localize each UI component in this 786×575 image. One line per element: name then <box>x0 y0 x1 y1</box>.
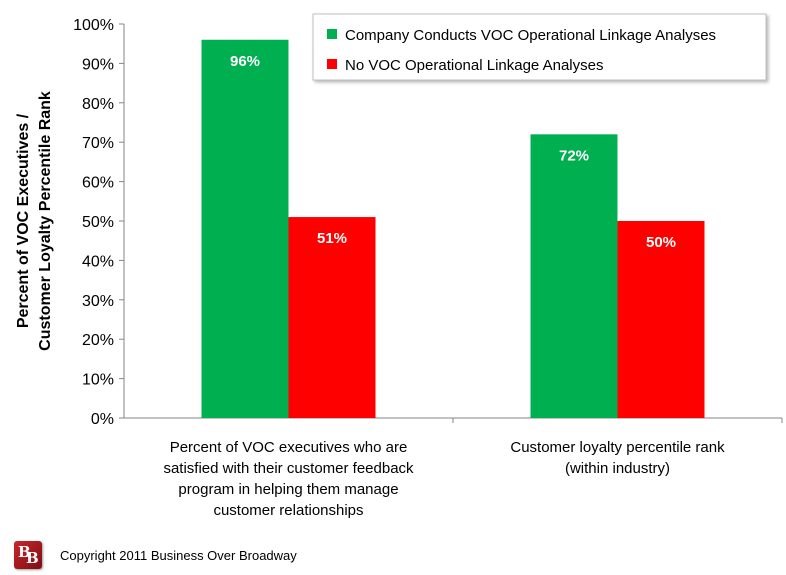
data-label: 50% <box>646 234 676 251</box>
y-axis-title-line2: Customer Loyalty Percentile Rank <box>37 91 54 351</box>
y-axis-title-line1: Percent of VOC Executives / <box>15 113 32 328</box>
y-tick-label: 60% <box>82 175 114 192</box>
legend-entry: No VOC Operational Linkage Analyses <box>345 57 603 74</box>
data-label: 51% <box>317 230 347 247</box>
data-label: 72% <box>559 147 589 164</box>
bar <box>201 39 289 418</box>
y-tick-label: 70% <box>82 135 114 152</box>
x-category-label: Customer loyalty percentile rank (within … <box>510 439 725 477</box>
y-tick-label: 100% <box>73 17 114 34</box>
x-category-label: Percent of VOC executives who are satisfi… <box>163 439 414 519</box>
legend-entry: Company Conducts VOC Operational Linkage… <box>345 27 716 44</box>
copyright-text: Copyright 2011 Business Over Broadway <box>60 547 297 563</box>
y-tick-label: 10% <box>82 372 114 389</box>
y-tick-label: 50% <box>82 214 114 231</box>
bar <box>617 221 705 418</box>
bar <box>288 217 376 418</box>
y-tick-label: 80% <box>82 96 114 113</box>
y-tick-label: 90% <box>82 56 114 73</box>
y-tick-label: 20% <box>82 332 114 349</box>
legend-swatch <box>327 59 337 69</box>
y-tick-label: 40% <box>82 253 114 270</box>
legend-box <box>312 13 767 81</box>
data-label: 96% <box>230 53 260 70</box>
y-tick-label: 0% <box>91 411 114 428</box>
y-tick-label: 30% <box>82 293 114 310</box>
y-axis-title: Percent of VOC Executives / Customer Loya… <box>15 91 54 351</box>
legend: Company Conducts VOC Operational Linkage… <box>312 13 767 81</box>
bar-chart: Percent of VOC Executives / Customer Loya… <box>15 13 783 519</box>
bar <box>530 134 618 418</box>
plot-area: 0% 10% 20% 30% 40% 50% 60% 70% 80% 90% 100% 96% 51% P… <box>73 17 783 519</box>
legend-swatch <box>327 29 337 39</box>
